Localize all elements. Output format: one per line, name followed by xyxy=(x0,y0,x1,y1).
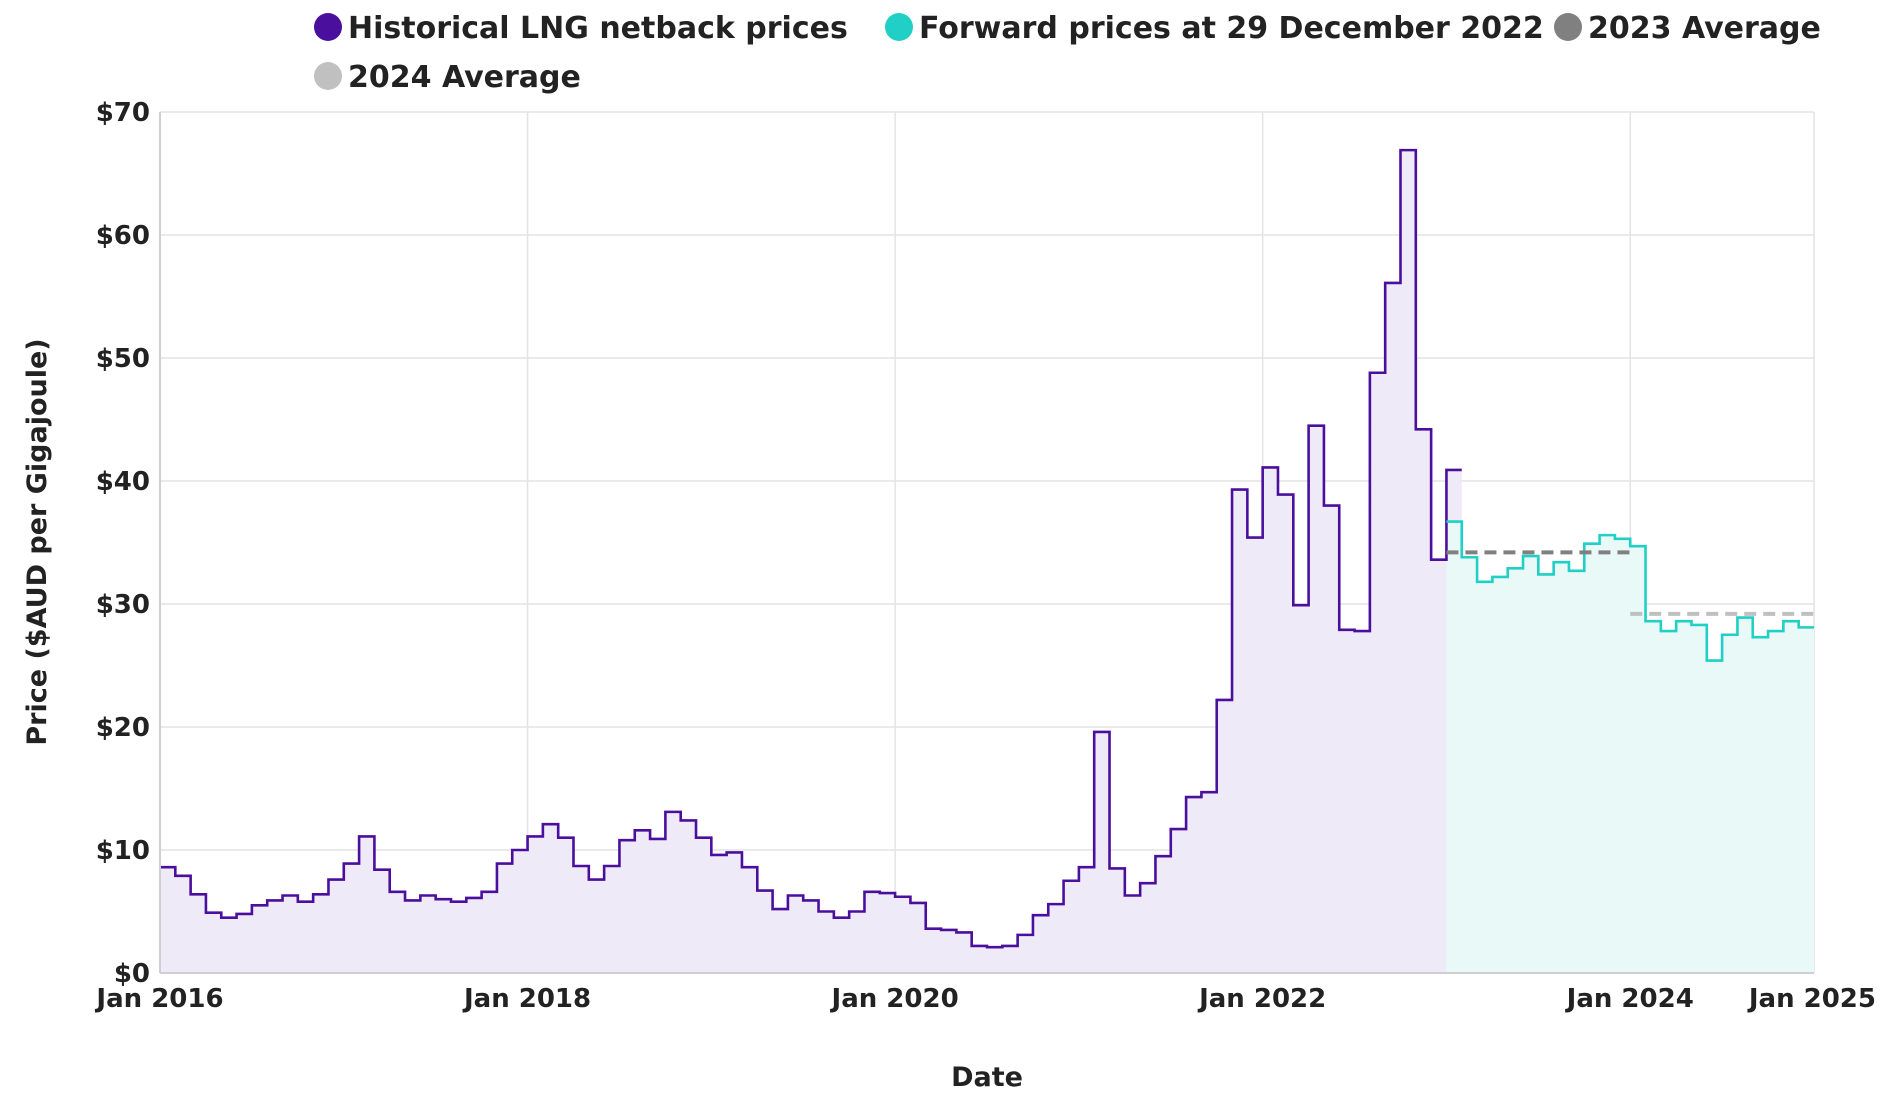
legend: Historical LNG netback prices Forward pri… xyxy=(314,11,1821,95)
y-tick-label: $20 xyxy=(96,713,150,743)
legend-label: 2024 Average xyxy=(348,60,581,95)
x-tick-label: Jan 2025 xyxy=(1747,984,1876,1014)
legend-marker xyxy=(314,62,342,90)
x-tick-label: Jan 2020 xyxy=(830,984,959,1014)
x-tick-label: Jan 2016 xyxy=(94,984,223,1014)
y-tick-label: $0 xyxy=(114,959,150,989)
legend-marker xyxy=(314,13,342,41)
series-line-0 xyxy=(160,148,1462,949)
x-tick-label: Jan 2018 xyxy=(462,984,591,1014)
legend-item-3[interactable]: 2024 Average xyxy=(314,60,581,95)
series-line-1 xyxy=(1446,520,1814,662)
x-tick-label: Jan 2024 xyxy=(1565,984,1694,1014)
legend-label: Forward prices at 29 December 2022 xyxy=(919,11,1544,46)
series-lines xyxy=(160,148,1814,949)
y-tick-label: $40 xyxy=(96,467,150,497)
series-areas xyxy=(160,150,1814,973)
y-tick-label: $30 xyxy=(96,590,150,620)
legend-marker xyxy=(1554,13,1582,41)
y-tick-labels: $0 $10 $20 $30 $40 $50 $60 $70 xyxy=(96,98,150,989)
axes xyxy=(159,112,1814,974)
y-tick-label: $60 xyxy=(96,221,150,251)
series-area-1 xyxy=(1446,521,1814,973)
x-tick-labels: Jan 2016 Jan 2018 Jan 2020 Jan 2022 Jan 2024… xyxy=(94,984,1876,1014)
x-axis-title: Date xyxy=(951,1062,1023,1093)
y-tick-label: $50 xyxy=(96,344,150,374)
legend-label: Historical LNG netback prices xyxy=(348,11,848,46)
legend-marker xyxy=(885,13,913,41)
legend-item-0[interactable]: Historical LNG netback prices xyxy=(314,11,848,46)
legend-item-1[interactable]: Forward prices at 29 December 2022 xyxy=(885,11,1544,46)
series-area-0 xyxy=(160,150,1462,973)
legend-item-2[interactable]: 2023 Average xyxy=(1554,11,1821,46)
x-tick-label: Jan 2022 xyxy=(1197,984,1326,1014)
y-axis-title: Price ($AUD per Gigajoule) xyxy=(22,338,53,745)
legend-label: 2023 Average xyxy=(1588,11,1821,46)
y-tick-label: $70 xyxy=(96,98,150,128)
y-tick-label: $10 xyxy=(96,836,150,866)
